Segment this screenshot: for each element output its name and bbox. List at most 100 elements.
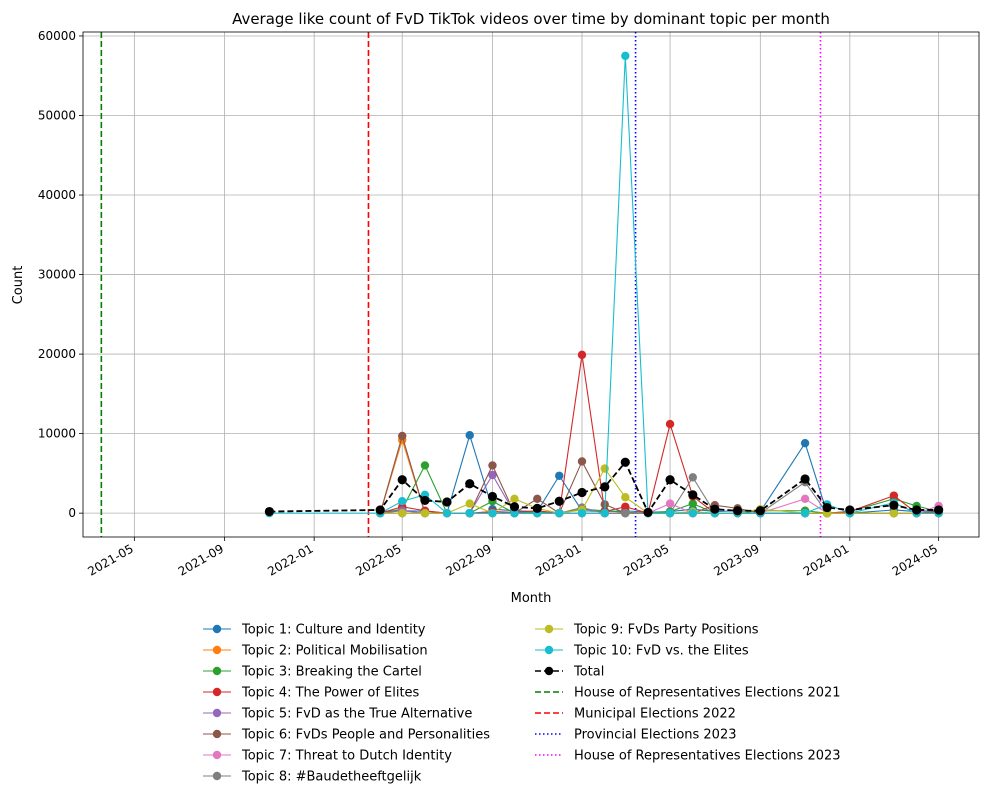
legend-marker: [212, 645, 222, 655]
series-point: [889, 508, 899, 518]
x-tick-label: 2024-01: [801, 541, 851, 578]
series-point: [732, 506, 743, 516]
series-point: [510, 508, 519, 518]
y-axis-label: Count: [11, 266, 26, 305]
series-point: [442, 497, 452, 507]
series-point: [397, 475, 407, 485]
legend-marker: [544, 645, 554, 655]
series-point: [555, 508, 564, 518]
series-point: [554, 496, 564, 506]
legend-label: Topic 3: Breaking the Cartel: [241, 665, 422, 680]
legend-label: Topic 9: FvDs Party Positions: [573, 623, 759, 638]
legend-marker: [544, 666, 554, 676]
series-point: [532, 503, 542, 513]
series: [375, 431, 943, 518]
series-line: [379, 438, 939, 514]
x-tick-label: 2021-05: [85, 541, 135, 578]
series-point: [934, 505, 944, 515]
x-axis-label: Month: [511, 591, 552, 606]
series-point: [688, 490, 698, 500]
series-point: [665, 475, 675, 485]
series-point: [755, 506, 765, 516]
legend-marker: [212, 729, 222, 739]
y-tick-label: 30000: [38, 268, 76, 282]
series-point: [509, 502, 520, 512]
series-point: [665, 508, 675, 518]
series-point: [889, 491, 899, 500]
legend-marker: [212, 771, 222, 781]
series: [375, 435, 943, 518]
y-tick-label: 60000: [38, 29, 76, 43]
legend-marker: [544, 624, 554, 634]
legend: Topic 1: Culture and Identity Topic 2: Po…: [203, 623, 841, 785]
series-point: [600, 508, 609, 518]
legend-label: Topic 8: #Baudetheeftgelijk: [241, 770, 422, 785]
legend-label: Topic 1: Culture and Identity: [241, 623, 426, 638]
series-point: [889, 500, 899, 510]
series: [265, 51, 943, 518]
series-point: [420, 461, 430, 470]
plot-frame: [82, 31, 980, 538]
series-point: [487, 491, 498, 502]
y-tick-label: 40000: [38, 188, 76, 202]
series-point: [264, 506, 274, 517]
legend-label: Topic 10: FvD vs. the Elites: [573, 644, 749, 659]
series-line: [380, 473, 939, 514]
x-axis: 2021-05 2021-09 2022-01 2022-05 2022-09 2023-…: [85, 537, 940, 579]
series-point: [621, 51, 630, 61]
series-point: [577, 457, 587, 466]
series: [375, 494, 943, 518]
series-point: [420, 508, 430, 518]
series-point: [488, 461, 497, 470]
y-tick-label: 10000: [38, 427, 76, 441]
series-point: [577, 350, 587, 360]
x-tick-label: 2021-09: [176, 541, 226, 578]
series-line: [269, 55, 939, 514]
series: [375, 470, 943, 518]
x-tick-label: 2022-01: [265, 541, 315, 578]
series-point: [620, 457, 630, 467]
series-point: [688, 508, 698, 518]
series-point: [398, 497, 407, 506]
x-tick-label: 2023-01: [533, 541, 583, 578]
legend-marker: [212, 666, 222, 676]
series-point: [465, 508, 474, 518]
y-tick-label: 50000: [38, 109, 76, 123]
series-point: [621, 508, 630, 518]
series-point: [800, 494, 810, 504]
legend-label: Topic 7: Threat to Dutch Identity: [241, 749, 452, 764]
series-point: [600, 482, 610, 492]
legend-label: House of Representatives Elections 2021: [574, 686, 841, 701]
legend-label: Topic 4: The Power of Elites: [241, 686, 420, 701]
x-tick-label: 2023-05: [621, 541, 671, 578]
legend-marker: [212, 750, 222, 760]
series-point: [533, 494, 542, 504]
legend-label: House of Representatives Elections 2023: [574, 749, 841, 764]
series-point: [621, 493, 630, 502]
series-point: [688, 473, 698, 482]
grid: [83, 32, 979, 537]
legend-label: Total: [573, 665, 604, 680]
series-point: [555, 471, 564, 480]
y-tick-label: 20000: [38, 347, 76, 361]
series-point: [488, 470, 497, 480]
series-point: [420, 495, 430, 506]
chart-title: Average like count of FvD TikTok videos …: [232, 10, 830, 28]
series-point: [688, 499, 698, 508]
series-point: [710, 504, 720, 514]
series-point: [621, 502, 630, 511]
x-tick-label: 2024-05: [890, 541, 940, 578]
series-line: [380, 433, 939, 514]
legend-label: Topic 5: FvD as the True Alternative: [241, 707, 472, 722]
x-tick-label: 2022-05: [353, 541, 403, 578]
series-point: [510, 494, 519, 504]
series: [375, 431, 943, 518]
legend-marker: [212, 624, 222, 634]
series-point: [800, 508, 810, 518]
series-point: [465, 499, 474, 508]
series-point: [465, 479, 475, 489]
series-point: [800, 474, 810, 484]
x-tick-label: 2022-09: [444, 541, 494, 578]
series-point: [398, 431, 407, 441]
y-tick-label: 0: [68, 506, 76, 520]
